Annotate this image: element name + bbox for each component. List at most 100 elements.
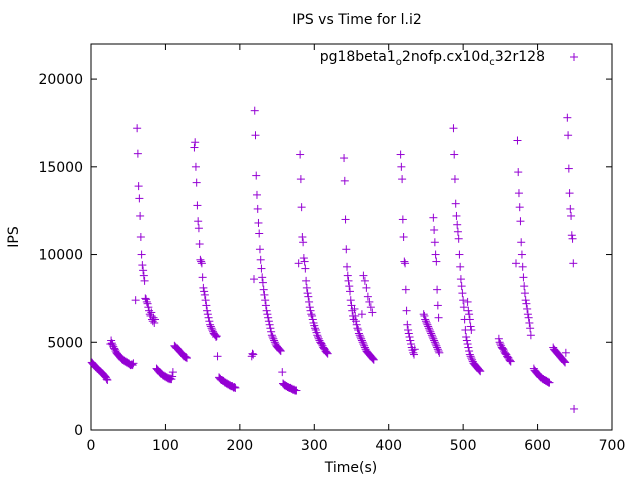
data-point xyxy=(519,273,528,282)
data-point xyxy=(564,164,573,173)
data-point xyxy=(458,289,467,298)
data-point xyxy=(140,276,149,285)
data-point xyxy=(257,264,266,273)
data-point xyxy=(522,299,531,308)
data-point xyxy=(145,306,154,315)
data-point xyxy=(420,311,429,320)
data-point xyxy=(359,340,368,349)
data-point xyxy=(323,349,332,358)
data-point xyxy=(360,343,369,352)
data-point xyxy=(248,349,257,358)
data-point xyxy=(144,303,153,312)
data-point xyxy=(499,345,508,354)
data-point xyxy=(194,217,203,226)
data-point xyxy=(129,359,138,368)
data-point xyxy=(301,264,310,273)
data-point xyxy=(128,361,137,370)
data-point xyxy=(563,113,572,122)
data-point xyxy=(346,296,355,305)
data-point xyxy=(523,310,532,319)
data-point xyxy=(516,217,525,226)
chart-title: IPS vs Time for l.i2 xyxy=(292,12,422,28)
legend: pg18beta1o2nofp.cx10dc32r128 xyxy=(320,49,578,68)
data-point xyxy=(466,322,475,331)
data-point xyxy=(398,215,407,224)
data-point xyxy=(401,259,410,268)
data-point xyxy=(127,360,136,369)
data-point xyxy=(368,354,377,363)
data-point xyxy=(365,297,374,306)
data-point xyxy=(262,306,271,315)
data-point xyxy=(369,355,378,364)
data-point xyxy=(204,313,213,322)
data-point xyxy=(212,333,221,342)
data-point xyxy=(457,282,466,291)
data-point xyxy=(258,278,267,287)
data-point xyxy=(398,175,407,184)
data-point xyxy=(463,297,472,306)
data-point xyxy=(255,229,264,238)
plot-area-frame xyxy=(90,43,613,431)
data-point xyxy=(276,346,285,355)
data-point xyxy=(561,348,570,357)
x-axis: 0 100 200 300 400 500 600 700 xyxy=(87,44,625,454)
data-point xyxy=(270,338,279,347)
data-point xyxy=(396,150,405,159)
data-point xyxy=(526,331,535,340)
data-point xyxy=(410,350,419,359)
data-point xyxy=(450,175,459,184)
data-point xyxy=(195,240,204,249)
y-tick-label: 10000 xyxy=(38,248,83,264)
data-point xyxy=(419,310,428,319)
data-point xyxy=(368,308,377,317)
data-point xyxy=(363,292,372,301)
data-point xyxy=(344,276,353,285)
data-point xyxy=(261,296,270,305)
data-point xyxy=(424,324,433,333)
data-point xyxy=(212,332,221,341)
data-point xyxy=(168,368,177,377)
data-point xyxy=(467,325,476,334)
data-point xyxy=(521,296,530,305)
data-point xyxy=(506,357,515,366)
data-point xyxy=(570,404,579,413)
data-point xyxy=(369,354,378,363)
data-point xyxy=(403,320,412,329)
data-point xyxy=(455,250,464,259)
data-point xyxy=(149,313,158,322)
data-point xyxy=(505,355,514,364)
data-point xyxy=(506,356,515,365)
data-point xyxy=(322,348,331,357)
data-point xyxy=(141,294,150,303)
data-point xyxy=(252,190,261,199)
data-point xyxy=(191,138,200,147)
data-point xyxy=(453,227,462,236)
data-point xyxy=(462,333,471,342)
data-point xyxy=(352,320,361,329)
legend-series-label: pg18beta1o2nofp.cx10dc32r128 xyxy=(320,49,545,68)
data-point xyxy=(182,353,191,362)
data-point xyxy=(183,354,192,363)
data-point xyxy=(465,347,474,356)
data-point xyxy=(258,273,267,282)
data-point xyxy=(351,317,360,326)
data-point xyxy=(138,261,147,270)
data-point xyxy=(421,315,430,324)
x-tick-label: 100 xyxy=(152,438,179,454)
data-point xyxy=(267,331,276,340)
data-point xyxy=(565,189,574,198)
data-point xyxy=(462,336,471,345)
data-point xyxy=(267,327,276,336)
data-point xyxy=(196,255,205,264)
x-tick-label: 300 xyxy=(301,438,328,454)
data-point xyxy=(340,176,349,185)
data-point xyxy=(567,211,576,220)
data-point xyxy=(261,301,270,310)
data-point xyxy=(253,204,262,213)
data-point xyxy=(249,350,258,359)
data-point xyxy=(353,324,362,333)
data-point xyxy=(495,338,504,347)
data-point xyxy=(276,347,285,356)
data-point xyxy=(300,257,309,266)
data-point xyxy=(259,285,268,294)
